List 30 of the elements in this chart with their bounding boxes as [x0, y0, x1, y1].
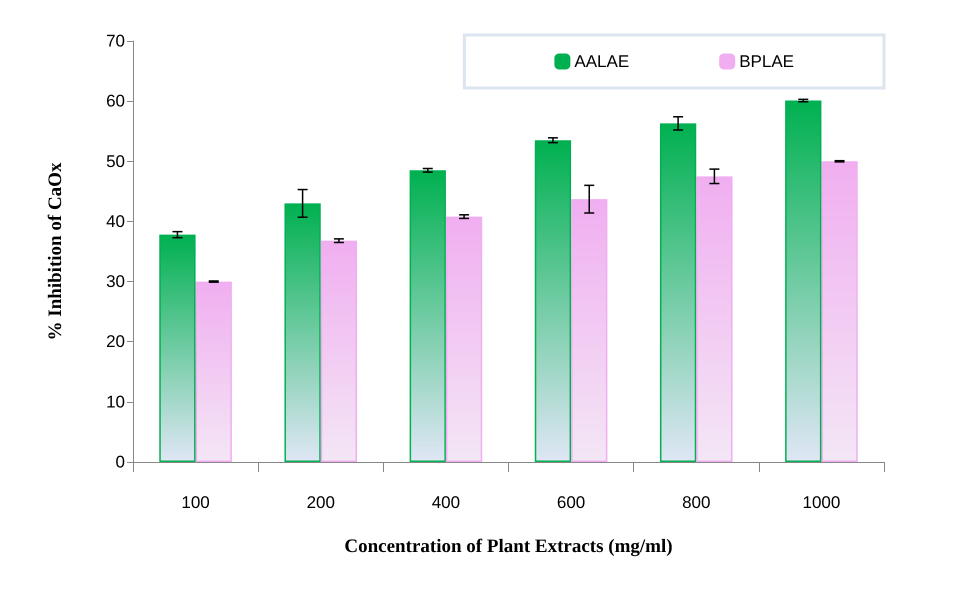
y-tick-label: 60 — [106, 92, 125, 111]
bar — [821, 161, 858, 462]
bar — [446, 216, 482, 462]
x-tick-label: 800 — [682, 493, 710, 512]
y-tick-label: 30 — [106, 272, 125, 292]
bar — [534, 140, 572, 462]
x-tick-label: 600 — [556, 493, 586, 512]
y-tick-label: 20 — [106, 332, 125, 352]
bar — [284, 203, 321, 462]
x-tick-label: 100 — [181, 493, 210, 512]
bar — [196, 282, 232, 462]
y-axis-title: % Inhibition of CaOx — [45, 162, 66, 340]
x-tick-label: 400 — [432, 493, 460, 512]
x-tick-label: 200 — [306, 493, 335, 512]
legend-label: AALAE — [574, 52, 630, 71]
x-axis-title: Concentration of Plant Extracts (mg/ml) — [344, 536, 673, 557]
bar — [410, 170, 446, 462]
y-tick-label: 0 — [116, 452, 125, 472]
bar — [571, 199, 608, 462]
bar — [785, 100, 822, 462]
y-tick-label: 40 — [106, 212, 125, 231]
bar — [159, 234, 196, 462]
y-tick-label: 10 — [106, 392, 125, 412]
y-tick-label: 50 — [106, 152, 125, 171]
bar — [320, 240, 358, 462]
bar — [660, 123, 696, 462]
y-tick-label: 70 — [106, 32, 125, 50]
x-tick-label: 1000 — [802, 493, 840, 512]
legend-label: BPLAE — [739, 52, 794, 71]
bar — [696, 176, 733, 462]
